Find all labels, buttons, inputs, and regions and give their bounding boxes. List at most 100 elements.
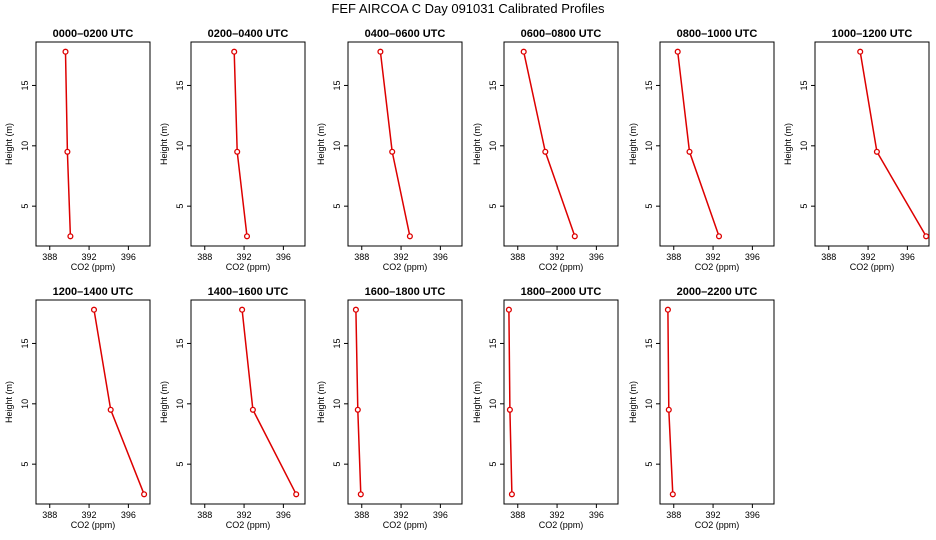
y-tick-label: 15 xyxy=(488,338,498,348)
co2-profile-point xyxy=(377,48,384,55)
panel-title: 0800–1000 UTC xyxy=(677,28,758,40)
profile-panel: 2000–2200 UTC 388 392 396 5 10 15 CO2 (ppm) Heig… xyxy=(628,286,775,530)
plot-frame xyxy=(503,299,619,505)
co2-profile-point xyxy=(715,233,723,240)
y-axis-label: Height (m) xyxy=(4,123,14,165)
co2-profile-point xyxy=(873,148,880,155)
y-tick-label: 10 xyxy=(644,141,654,151)
y-tick-label: 5 xyxy=(332,462,342,467)
co2-profile-line xyxy=(233,51,248,237)
x-axis-label: CO2 (ppm) xyxy=(226,262,271,272)
y-tick-label: 15 xyxy=(332,80,342,90)
y-tick-label: 15 xyxy=(488,80,498,90)
x-axis-label: CO2 (ppm) xyxy=(539,262,584,272)
y-tick-label: 10 xyxy=(20,399,30,409)
x-tick-label: 388 xyxy=(821,252,836,262)
co2-profile-line xyxy=(241,309,297,495)
panel-title: 1200–1400 UTC xyxy=(53,286,134,298)
panel-title: 1400–1600 UTC xyxy=(208,286,289,298)
co2-profile-line xyxy=(508,309,513,495)
profile-panel: 1000–1200 UTC 388 392 396 5 10 15 CO2 (ppm) Heig… xyxy=(783,28,930,272)
co2-profile-line xyxy=(676,51,720,237)
x-tick-label: 388 xyxy=(354,510,369,520)
plot-frame xyxy=(190,41,306,247)
profile-panel: 1400–1600 UTC 388 392 396 5 10 15 CO2 (ppm) Heig… xyxy=(159,286,306,530)
y-tick-label: 5 xyxy=(488,462,498,467)
x-tick-label: 392 xyxy=(82,252,97,262)
plot-frame xyxy=(814,41,930,247)
profile-panel: 0800–1000 UTC 388 392 396 5 10 15 CO2 (ppm) Heig… xyxy=(628,28,775,272)
x-tick-label: 388 xyxy=(510,252,525,262)
x-tick-label: 388 xyxy=(666,510,681,520)
panel-title: 1000–1200 UTC xyxy=(832,28,913,40)
co2-profile-line xyxy=(355,309,362,495)
x-tick-label: 388 xyxy=(510,510,525,520)
x-tick-label: 388 xyxy=(42,252,57,262)
co2-profile-point xyxy=(389,148,396,155)
profile-panel: 0200–0400 UTC 388 392 396 5 10 15 CO2 (ppm) Heig… xyxy=(159,28,306,272)
plot-frame xyxy=(659,41,775,247)
x-axis-label: CO2 (ppm) xyxy=(695,262,740,272)
y-tick-label: 15 xyxy=(175,80,185,90)
panel-title: 1600–1800 UTC xyxy=(365,286,446,298)
y-axis-label: Height (m) xyxy=(159,381,169,423)
y-tick-label: 15 xyxy=(20,338,30,348)
panel-title: 0400–0600 UTC xyxy=(365,28,446,40)
y-tick-label: 10 xyxy=(488,141,498,151)
plot-frame xyxy=(347,41,463,247)
x-tick-label: 388 xyxy=(42,510,57,520)
co2-profile-point xyxy=(506,406,513,413)
co2-profile-point xyxy=(293,491,300,498)
co2-profile-point xyxy=(231,48,238,55)
co2-profile-point xyxy=(669,491,676,498)
y-axis-label: Height (m) xyxy=(472,381,482,423)
co2-profile-point xyxy=(923,233,930,240)
y-tick-label: 10 xyxy=(488,399,498,409)
co2-profile-point xyxy=(234,148,241,155)
co2-profile-point xyxy=(406,233,413,240)
x-tick-label: 396 xyxy=(745,510,760,520)
profile-panel: 1800–2000 UTC 388 392 396 5 10 15 CO2 (ppm) Heig… xyxy=(472,286,619,530)
plot-frame xyxy=(190,299,306,505)
co2-profile-point xyxy=(107,406,114,413)
y-tick-label: 10 xyxy=(799,141,809,151)
y-tick-label: 5 xyxy=(175,462,185,467)
co2-profile-point xyxy=(508,491,515,498)
y-tick-label: 5 xyxy=(20,204,30,209)
y-axis-label: Height (m) xyxy=(472,123,482,165)
y-tick-label: 10 xyxy=(332,141,342,151)
profile-panel: 0600–0800 UTC 388 392 396 5 10 15 CO2 (ppm) Heig… xyxy=(472,28,619,272)
co2-profile-point xyxy=(90,306,98,313)
x-tick-label: 392 xyxy=(861,252,876,262)
profile-panel: 1600–1800 UTC 388 392 396 5 10 15 CO2 (ppm) Heig… xyxy=(316,286,463,530)
x-tick-label: 392 xyxy=(706,252,721,262)
co2-profile-point xyxy=(67,233,74,240)
x-tick-label: 396 xyxy=(589,252,604,262)
x-tick-label: 396 xyxy=(745,252,760,262)
co2-profile-point xyxy=(62,48,69,55)
profile-panel: 0400–0600 UTC 388 392 396 5 10 15 CO2 (ppm) Heig… xyxy=(316,28,463,272)
profile-panel: 0000–0200 UTC 388 392 396 5 10 15 CO2 (ppm) Heig… xyxy=(4,28,151,272)
co2-profile-point xyxy=(357,491,364,498)
plot-frame xyxy=(35,299,151,505)
y-tick-label: 15 xyxy=(644,80,654,90)
co2-profile-point xyxy=(857,48,864,55)
co2-profile-point xyxy=(505,306,512,313)
co2-profile-line xyxy=(379,51,411,237)
x-tick-label: 392 xyxy=(394,510,409,520)
y-tick-label: 15 xyxy=(20,80,30,90)
x-tick-label: 388 xyxy=(666,252,681,262)
y-axis-label: Height (m) xyxy=(783,123,793,165)
co2-profile-point xyxy=(249,406,256,413)
x-tick-label: 396 xyxy=(900,252,915,262)
y-axis-label: Height (m) xyxy=(316,381,326,423)
co2-profile-point xyxy=(243,233,251,240)
x-tick-label: 392 xyxy=(550,510,565,520)
x-axis-label: CO2 (ppm) xyxy=(850,262,895,272)
y-tick-label: 10 xyxy=(20,141,30,151)
y-axis-label: Height (m) xyxy=(628,381,638,423)
y-axis-label: Height (m) xyxy=(4,381,14,423)
y-tick-label: 15 xyxy=(332,338,342,348)
co2-profile-line xyxy=(64,51,72,237)
